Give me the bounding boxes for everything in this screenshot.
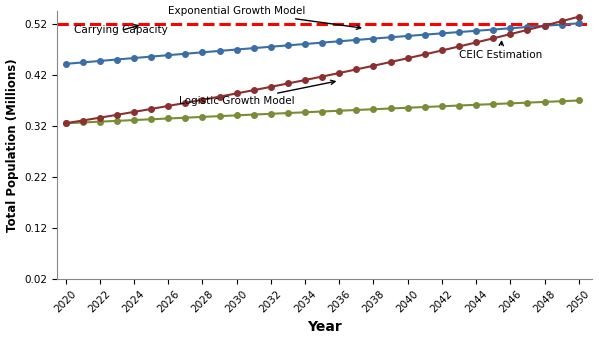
Text: CEIC Estimation: CEIC Estimation: [459, 41, 542, 61]
Y-axis label: Total Population (Millions): Total Population (Millions): [5, 58, 19, 232]
Text: Exponential Growth Model: Exponential Growth Model: [168, 6, 361, 29]
X-axis label: Year: Year: [307, 320, 342, 335]
Text: Logistic Growth Model: Logistic Growth Model: [179, 80, 335, 106]
Text: Carrying Capacity: Carrying Capacity: [74, 25, 168, 35]
